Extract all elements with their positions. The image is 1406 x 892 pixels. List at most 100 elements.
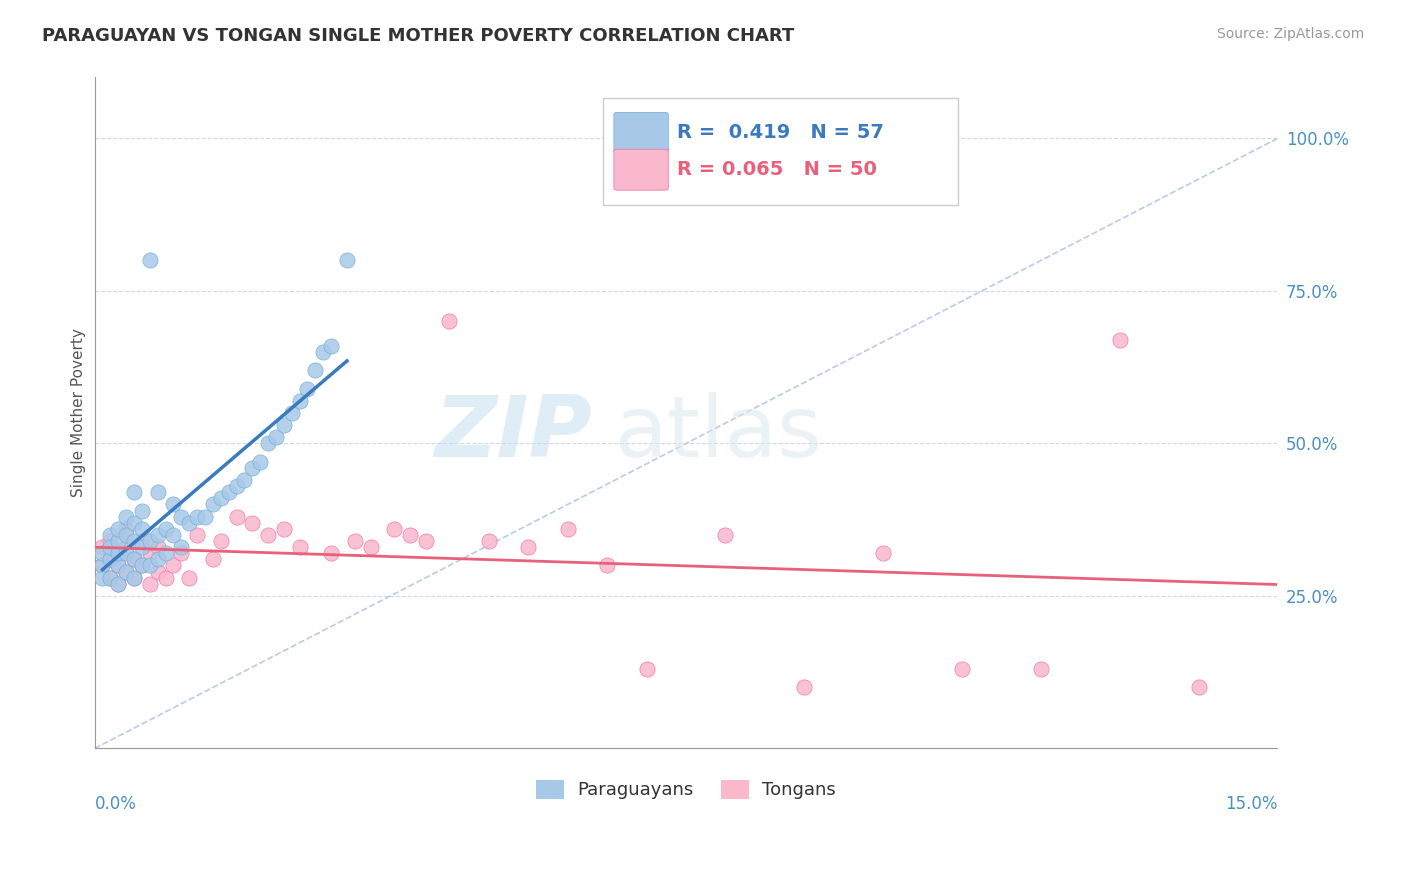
Point [201, 552, 224, 566]
Point [793, 681, 815, 695]
Point [107, 534, 129, 549]
Point [107, 576, 129, 591]
Point [1108, 333, 1130, 347]
Point [91, 540, 114, 554]
Text: R = 0.065   N = 50: R = 0.065 N = 50 [676, 161, 876, 179]
Point [131, 503, 153, 517]
Point [91, 558, 114, 573]
Point [98, 552, 121, 566]
Point [170, 546, 193, 560]
Point [155, 546, 177, 560]
Point [131, 558, 153, 573]
Text: 0.0%: 0.0% [94, 796, 136, 814]
Point [107, 546, 129, 560]
Point [98, 571, 121, 585]
Point [91, 571, 114, 585]
Point [288, 540, 311, 554]
Point [146, 540, 169, 554]
Point [107, 522, 129, 536]
Point [107, 558, 129, 573]
Point [273, 418, 295, 433]
Point [115, 528, 138, 542]
Point [162, 528, 184, 542]
Point [343, 534, 366, 549]
Point [170, 509, 193, 524]
Point [439, 314, 461, 328]
Text: R =  0.419   N = 57: R = 0.419 N = 57 [676, 123, 883, 143]
FancyBboxPatch shape [603, 97, 957, 205]
Point [122, 516, 145, 530]
Point [225, 479, 247, 493]
Point [636, 662, 658, 676]
Point [98, 552, 121, 566]
Point [115, 565, 138, 579]
Point [131, 540, 153, 554]
Point [122, 571, 145, 585]
Point [201, 498, 224, 512]
Y-axis label: Single Mother Poverty: Single Mother Poverty [72, 328, 86, 498]
Point [517, 540, 540, 554]
Point [233, 473, 256, 487]
Point [360, 540, 382, 554]
Point [415, 534, 437, 549]
Point [273, 522, 295, 536]
Point [596, 558, 619, 573]
Point [312, 345, 335, 359]
Point [115, 565, 138, 579]
Point [1029, 662, 1052, 676]
Point [225, 509, 247, 524]
Text: PARAGUAYAN VS TONGAN SINGLE MOTHER POVERTY CORRELATION CHART: PARAGUAYAN VS TONGAN SINGLE MOTHER POVER… [42, 27, 794, 45]
FancyBboxPatch shape [614, 112, 668, 153]
Point [478, 534, 501, 549]
Point [115, 509, 138, 524]
Text: ZIP: ZIP [434, 392, 592, 475]
Point [122, 534, 145, 549]
Point [98, 540, 121, 554]
Point [139, 546, 162, 560]
Point [1188, 681, 1211, 695]
Point [162, 558, 184, 573]
Point [155, 522, 177, 536]
Point [107, 558, 129, 573]
Point [186, 528, 208, 542]
Legend: Paraguayans, Tongans: Paraguayans, Tongans [529, 772, 844, 806]
Point [115, 522, 138, 536]
Point [115, 546, 138, 560]
Point [194, 509, 217, 524]
Point [122, 571, 145, 585]
Text: atlas: atlas [614, 392, 823, 475]
Text: Source: ZipAtlas.com: Source: ZipAtlas.com [1216, 27, 1364, 41]
Point [950, 662, 973, 676]
Point [91, 546, 114, 560]
Point [872, 546, 894, 560]
Point [399, 528, 422, 542]
Point [288, 393, 311, 408]
Point [98, 534, 121, 549]
Point [264, 430, 287, 444]
Point [382, 522, 405, 536]
Point [155, 571, 177, 585]
Point [179, 571, 201, 585]
Point [139, 534, 162, 549]
Point [186, 509, 208, 524]
Point [139, 576, 162, 591]
Point [122, 552, 145, 566]
Point [162, 498, 184, 512]
Point [321, 546, 343, 560]
Text: 15.0%: 15.0% [1225, 796, 1278, 814]
Point [91, 558, 114, 573]
Point [146, 485, 169, 500]
Point [218, 485, 240, 500]
Point [170, 540, 193, 554]
Point [557, 522, 579, 536]
Point [139, 253, 162, 268]
Point [115, 540, 138, 554]
Point [249, 455, 271, 469]
Point [297, 382, 319, 396]
Point [146, 565, 169, 579]
Point [209, 491, 232, 506]
Point [336, 253, 359, 268]
Point [209, 534, 232, 549]
Point [122, 552, 145, 566]
Point [257, 528, 280, 542]
